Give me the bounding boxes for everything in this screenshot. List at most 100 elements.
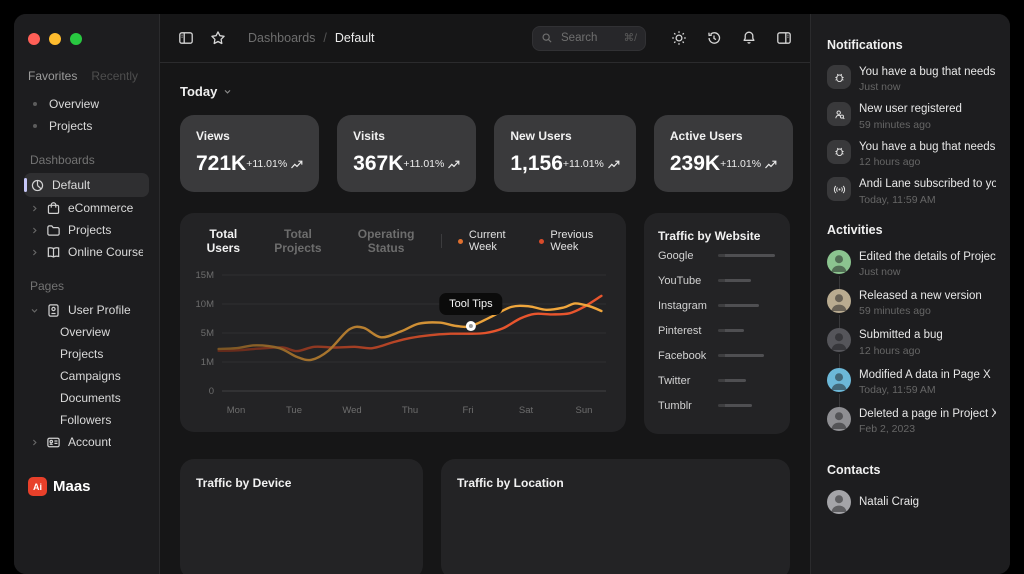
user-search-icon (827, 102, 851, 127)
sidebar-tabs: Favorites Recently (28, 69, 145, 83)
activity-item[interactable]: Edited the details of Project X Just now (827, 249, 996, 291)
traffic-row-tumblr: Tumblr (658, 393, 776, 418)
minimize-window-button[interactable] (49, 33, 61, 45)
trend-up-icon (765, 160, 777, 168)
chevron-right-icon (30, 226, 39, 235)
zoom-window-button[interactable] (70, 33, 82, 45)
theme-toggle-sun-icon[interactable] (669, 28, 689, 48)
traffic-bar (718, 329, 744, 332)
sidebar-item-user-profile[interactable]: User Profile (24, 299, 149, 321)
sidebar-item-projects[interactable]: Projects (24, 115, 149, 137)
notifications-title: Notifications (827, 38, 903, 52)
panel-right-toggle-button[interactable] (774, 28, 794, 48)
bug-icon (827, 65, 851, 89)
tab-total-users[interactable]: Total Users (196, 227, 251, 255)
svg-text:5M: 5M (201, 328, 214, 339)
close-window-button[interactable] (28, 33, 40, 45)
contact-item[interactable]: Natali Craig (827, 490, 996, 515)
activity-item[interactable]: Modified A data in Page X Today, 11:59 A… (827, 367, 996, 409)
period-selector[interactable]: Today (180, 84, 232, 99)
tab-operating-status[interactable]: Operating Status (345, 227, 427, 255)
card-title: Traffic by Device (196, 476, 292, 490)
logo-name: Maas (53, 478, 91, 495)
sidebar-subitem-projects[interactable]: Projects (60, 347, 104, 361)
chart-area: 0 1M 5M 10M 15M Mon Tue Wed Thu Fri Sat Sun Tool Ti… (196, 261, 610, 428)
folder-icon (46, 223, 61, 238)
traffic-bar (718, 254, 775, 257)
total-users-chart: 0 1M 5M 10M 15M Mon Tue Wed Thu Fri Sat Sun (196, 270, 606, 416)
section-title-dashboards: Dashboards (30, 153, 95, 167)
svg-text:Mon: Mon (227, 405, 245, 416)
notification-item[interactable]: You have a bug that needs t... Just now (827, 65, 996, 93)
main-area: Dashboards / Default ⌘/ (160, 14, 810, 574)
tab-recently[interactable]: Recently (91, 69, 139, 83)
traffic-bar (718, 379, 746, 382)
stat-card-new-users: New Users 1,156 +11.01% (494, 115, 636, 192)
sidebar-item-online-courses[interactable]: Online Courses (24, 241, 149, 263)
activity-item[interactable]: Released a new version 59 minutes ago (827, 288, 996, 330)
dashboard-content: Today Views 721K +11.01% Visits 367K (160, 63, 810, 574)
contacts-title: Contacts (827, 463, 881, 478)
notification-item[interactable]: You have a bug that needs t... 12 hours … (827, 139, 996, 168)
sidebar-subitem-documents[interactable]: Documents (60, 391, 121, 405)
sidebar-item-projects-dashboard[interactable]: Projects (24, 219, 149, 241)
topbar: Dashboards / Default ⌘/ (160, 14, 810, 63)
svg-text:1M: 1M (201, 357, 214, 368)
stat-delta: +11.01% (720, 158, 777, 170)
sidebar-subitem-followers[interactable]: Followers (60, 413, 112, 427)
activities-title: Activities (827, 222, 883, 237)
stat-delta: +11.01% (246, 158, 303, 170)
breadcrumb-section[interactable]: Dashboards (248, 31, 316, 45)
book-icon (46, 245, 61, 260)
breadcrumb: Dashboards / Default (248, 31, 375, 45)
notification-item[interactable]: Andi Lane subscribed to you Today, 11:59… (827, 177, 996, 206)
divider (441, 234, 442, 248)
activity-item[interactable]: Deleted a page in Project X Feb 2, 2023 (827, 407, 996, 446)
broadcast-icon (827, 177, 851, 202)
bullet-icon (33, 102, 37, 106)
avatar (827, 328, 851, 353)
traffic-row-twitter: Twitter (658, 368, 776, 393)
stat-value: 367K (353, 152, 404, 175)
window-controls (24, 33, 149, 45)
search-shortcut: ⌘/ (623, 32, 637, 44)
sidebar-subitem-campaigns[interactable]: Campaigns (60, 369, 121, 383)
bell-icon[interactable] (739, 28, 759, 48)
stat-delta: +11.01% (403, 158, 460, 170)
svg-text:Sat: Sat (519, 405, 534, 416)
legend-dot (457, 238, 463, 244)
avatar (827, 367, 851, 392)
notification-item[interactable]: New user registered 59 minutes ago (827, 102, 996, 131)
sidebar-subitem-overview[interactable]: Overview (60, 325, 111, 339)
sidebar-item-default[interactable]: Default (24, 173, 149, 197)
sidebar-item-overview[interactable]: Overview (24, 93, 149, 115)
chevron-down-icon (223, 87, 232, 96)
traffic-bar (718, 404, 752, 407)
history-icon[interactable] (704, 28, 724, 48)
tab-favorites[interactable]: Favorites (28, 69, 78, 83)
activity-item[interactable]: Submitted a bug 12 hours ago (827, 328, 996, 370)
chevron-down-icon (30, 306, 39, 315)
traffic-row-pinterest: Pinterest (658, 318, 776, 343)
traffic-row-instagram: Instagram (658, 293, 776, 318)
trend-up-icon (607, 160, 620, 168)
traffic-row-google: Google (658, 243, 776, 268)
stat-card-active-users: Active Users 239K +11.01% (653, 115, 794, 192)
star-icon[interactable] (208, 28, 228, 48)
chart-legend: Current Week Previous Week (457, 229, 610, 253)
sidebar-item-ecommerce[interactable]: eCommerce (24, 197, 149, 219)
stat-card-views: Views 721K +11.01% (180, 115, 320, 192)
tab-total-projects[interactable]: Total Projects (265, 227, 332, 255)
search-input[interactable] (559, 31, 618, 45)
app-window: Favorites Recently Overview Projects Das… (14, 14, 1010, 574)
legend-dot (539, 238, 545, 244)
sidebar-item-account[interactable]: Account (24, 431, 149, 453)
app-logo: Ai Maas (24, 477, 149, 496)
legend-previous-week: Previous Week (539, 229, 610, 253)
search-icon (541, 32, 553, 44)
bullet-icon (33, 124, 37, 128)
id-badge-icon (46, 303, 61, 318)
panel-left-toggle-button[interactable] (176, 28, 196, 48)
trend-up-icon (291, 160, 303, 168)
svg-text:0: 0 (209, 386, 214, 397)
